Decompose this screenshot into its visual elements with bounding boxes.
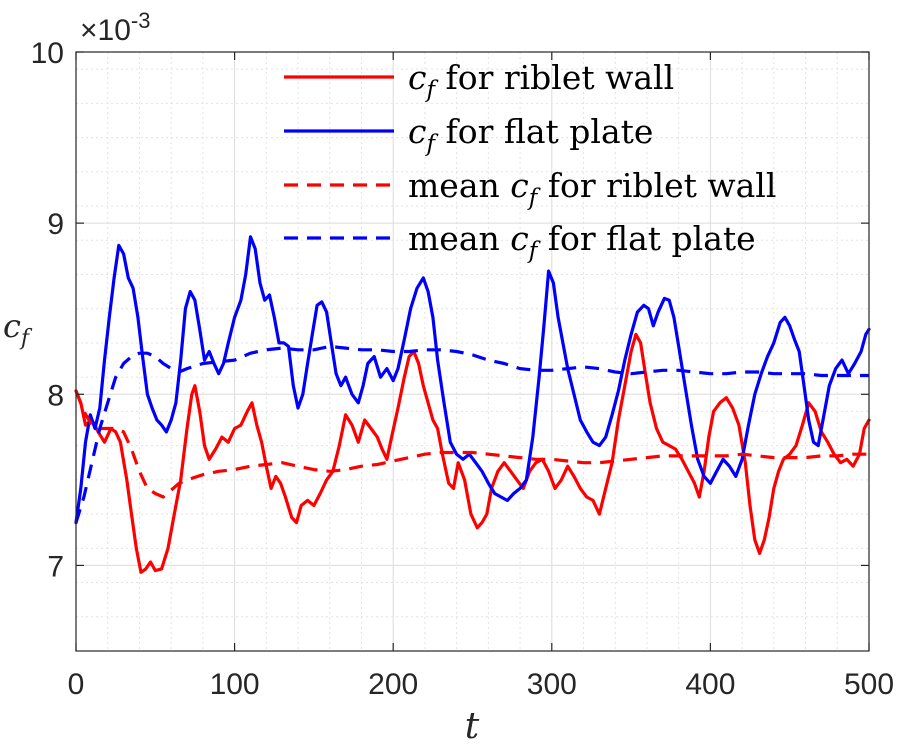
x-axis-label-text: t: [465, 706, 480, 747]
minor-grid: [76, 52, 869, 652]
series-line-2: [74, 390, 869, 499]
legend-sub-mean-flat: f: [527, 238, 541, 264]
legend-entry-flat: cf for flat plate: [284, 112, 653, 157]
x-axis-label: t: [465, 706, 480, 747]
series-line-1: [74, 235, 871, 525]
y-axis-label-main: c: [3, 307, 21, 345]
legend-math-mean-flat: c: [510, 219, 528, 258]
legend-text-flat: for flat plate: [435, 112, 653, 151]
y-ticks: 7 8 9 10: [31, 37, 869, 583]
legend-sub-flat: f: [424, 131, 438, 157]
legend-text-mean-riblet: for riblet wall: [537, 166, 776, 205]
legend: cf for riblet wall cf for flat plate mea…: [284, 58, 776, 264]
legend-entry-mean-riblet: mean cf for riblet wall: [284, 166, 776, 211]
series-line-0: [74, 332, 871, 574]
x-ticks: 0 100 200 300 400 500: [68, 52, 894, 701]
legend-pre-mean-flat: mean: [408, 219, 510, 258]
legend-label-riblet: cf for riblet wall: [408, 58, 674, 103]
y-axis-label-sub: f: [19, 326, 33, 351]
legend-label-mean-riblet: mean cf for riblet wall: [408, 166, 776, 211]
y-exponent: -3: [131, 8, 151, 33]
y-exponent-label: ×10-3: [80, 8, 150, 47]
y-tick-label: 9: [47, 208, 64, 241]
legend-entry-riblet: cf for riblet wall: [284, 58, 674, 103]
legend-pre-mean-riblet: mean: [408, 166, 510, 205]
x-tick-label: 300: [527, 668, 577, 701]
y-tick-label: 8: [47, 379, 64, 412]
x-tick-label: 200: [368, 668, 418, 701]
y-tick-label: 10: [31, 37, 64, 70]
y-tick-label: 7: [47, 550, 64, 583]
legend-entry-mean-flat: mean cf for flat plate: [284, 219, 756, 264]
legend-text-mean-flat: for flat plate: [537, 219, 755, 258]
x-tick-label: 500: [844, 668, 894, 701]
x-tick-label: 0: [68, 668, 85, 701]
y-multiplier: ×10: [80, 14, 131, 47]
series-layer: [74, 235, 871, 574]
axes-box: [75, 51, 870, 652]
x-tick-label: 100: [210, 668, 260, 701]
series-line-3: [74, 344, 869, 524]
legend-sub-riblet: f: [424, 77, 438, 103]
x-tick-label: 400: [685, 668, 735, 701]
legend-text-riblet: for riblet wall: [435, 58, 674, 97]
legend-math-riblet: c: [408, 58, 426, 97]
legend-math-flat: c: [408, 112, 426, 151]
legend-label-mean-flat: mean cf for flat plate: [408, 219, 756, 264]
legend-math-mean-riblet: c: [510, 166, 528, 205]
legend-sub-mean-riblet: f: [527, 185, 541, 211]
legend-label-flat: cf for flat plate: [408, 112, 653, 157]
y-axis-label: cf: [3, 307, 33, 351]
